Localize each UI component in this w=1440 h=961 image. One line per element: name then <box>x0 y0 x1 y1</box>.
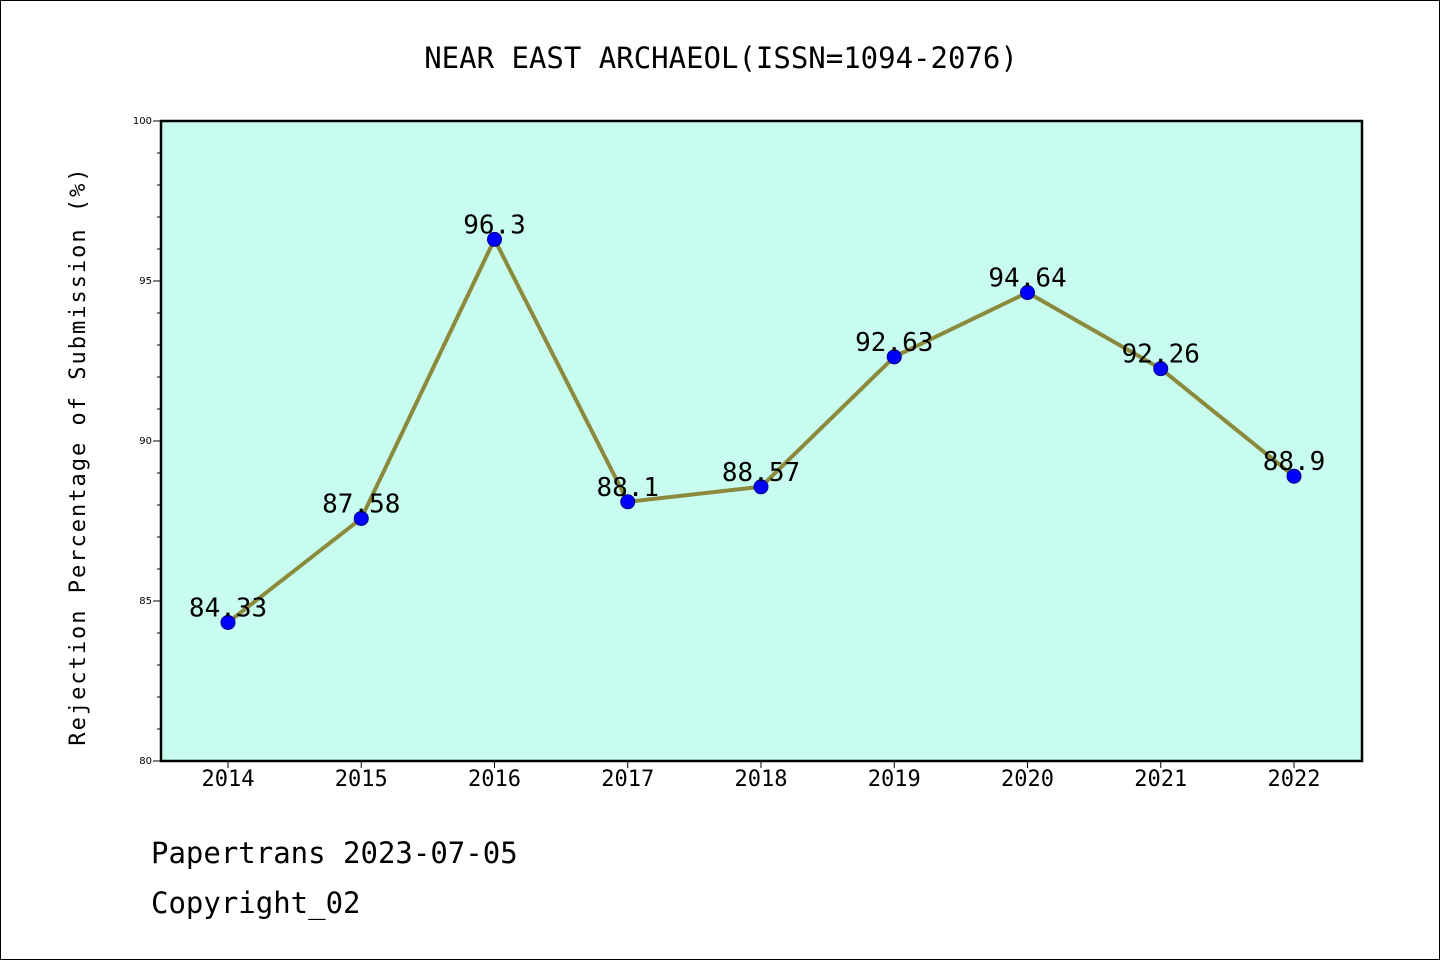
plot-area <box>161 121 1362 761</box>
data-label: 92.63 <box>855 328 933 358</box>
x-tick-label: 2019 <box>868 767 921 792</box>
chart-title: NEAR EAST ARCHAEOL(ISSN=1094-2076) <box>424 41 1018 75</box>
data-point <box>353 510 369 526</box>
y-axis-label: Rejection Percentage of Submission (%) <box>66 166 91 745</box>
x-tick-label: 2022 <box>1268 767 1321 792</box>
data-label: 94.64 <box>988 264 1066 294</box>
data-point <box>1020 285 1035 301</box>
plot-border <box>159 119 1364 763</box>
data-point <box>487 231 502 247</box>
data-point <box>1153 361 1169 377</box>
data-label: 88.57 <box>722 458 800 488</box>
x-tick-label: 2014 <box>202 767 255 792</box>
data-label: 88.9 <box>1263 447 1326 477</box>
x-axis: 2014 2015 2016 2017 2018 2019 2020 2021 2022 <box>202 761 1321 792</box>
y-tick-label: 90 <box>139 436 152 447</box>
x-tick-label: 2018 <box>735 767 788 792</box>
x-tick-label: 2015 <box>335 767 388 792</box>
x-tick-label: 2020 <box>1001 767 1054 792</box>
x-tick-label: 2016 <box>468 767 521 792</box>
footer-copyright: Copyright_02 <box>151 886 361 920</box>
y-tick-label: 95 <box>139 276 152 287</box>
y-tick-label: 80 <box>139 756 152 767</box>
x-tick-label: 2021 <box>1134 767 1187 792</box>
data-point <box>886 349 902 365</box>
data-point <box>620 494 636 510</box>
data-point <box>1286 468 1302 484</box>
data-point <box>753 479 769 495</box>
data-label: 88.1 <box>596 473 659 503</box>
y-tick-label: 100 <box>133 116 152 127</box>
data-point <box>220 614 236 630</box>
data-label: 96.3 <box>463 210 526 240</box>
y-axis: 80 85 90 95 100 <box>133 116 161 767</box>
x-tick-label: 2017 <box>601 767 654 792</box>
data-label: 84.33 <box>189 593 267 623</box>
y-tick-label: 85 <box>139 596 152 607</box>
data-label: 87.58 <box>322 489 400 519</box>
data-label: 92.26 <box>1122 340 1200 370</box>
series-layer: 84.33 87.58 96.3 88.1 88.57 92.63 94.64 92.26 88… <box>189 210 1326 630</box>
footer-source: Papertrans 2023-07-05 <box>151 836 518 870</box>
